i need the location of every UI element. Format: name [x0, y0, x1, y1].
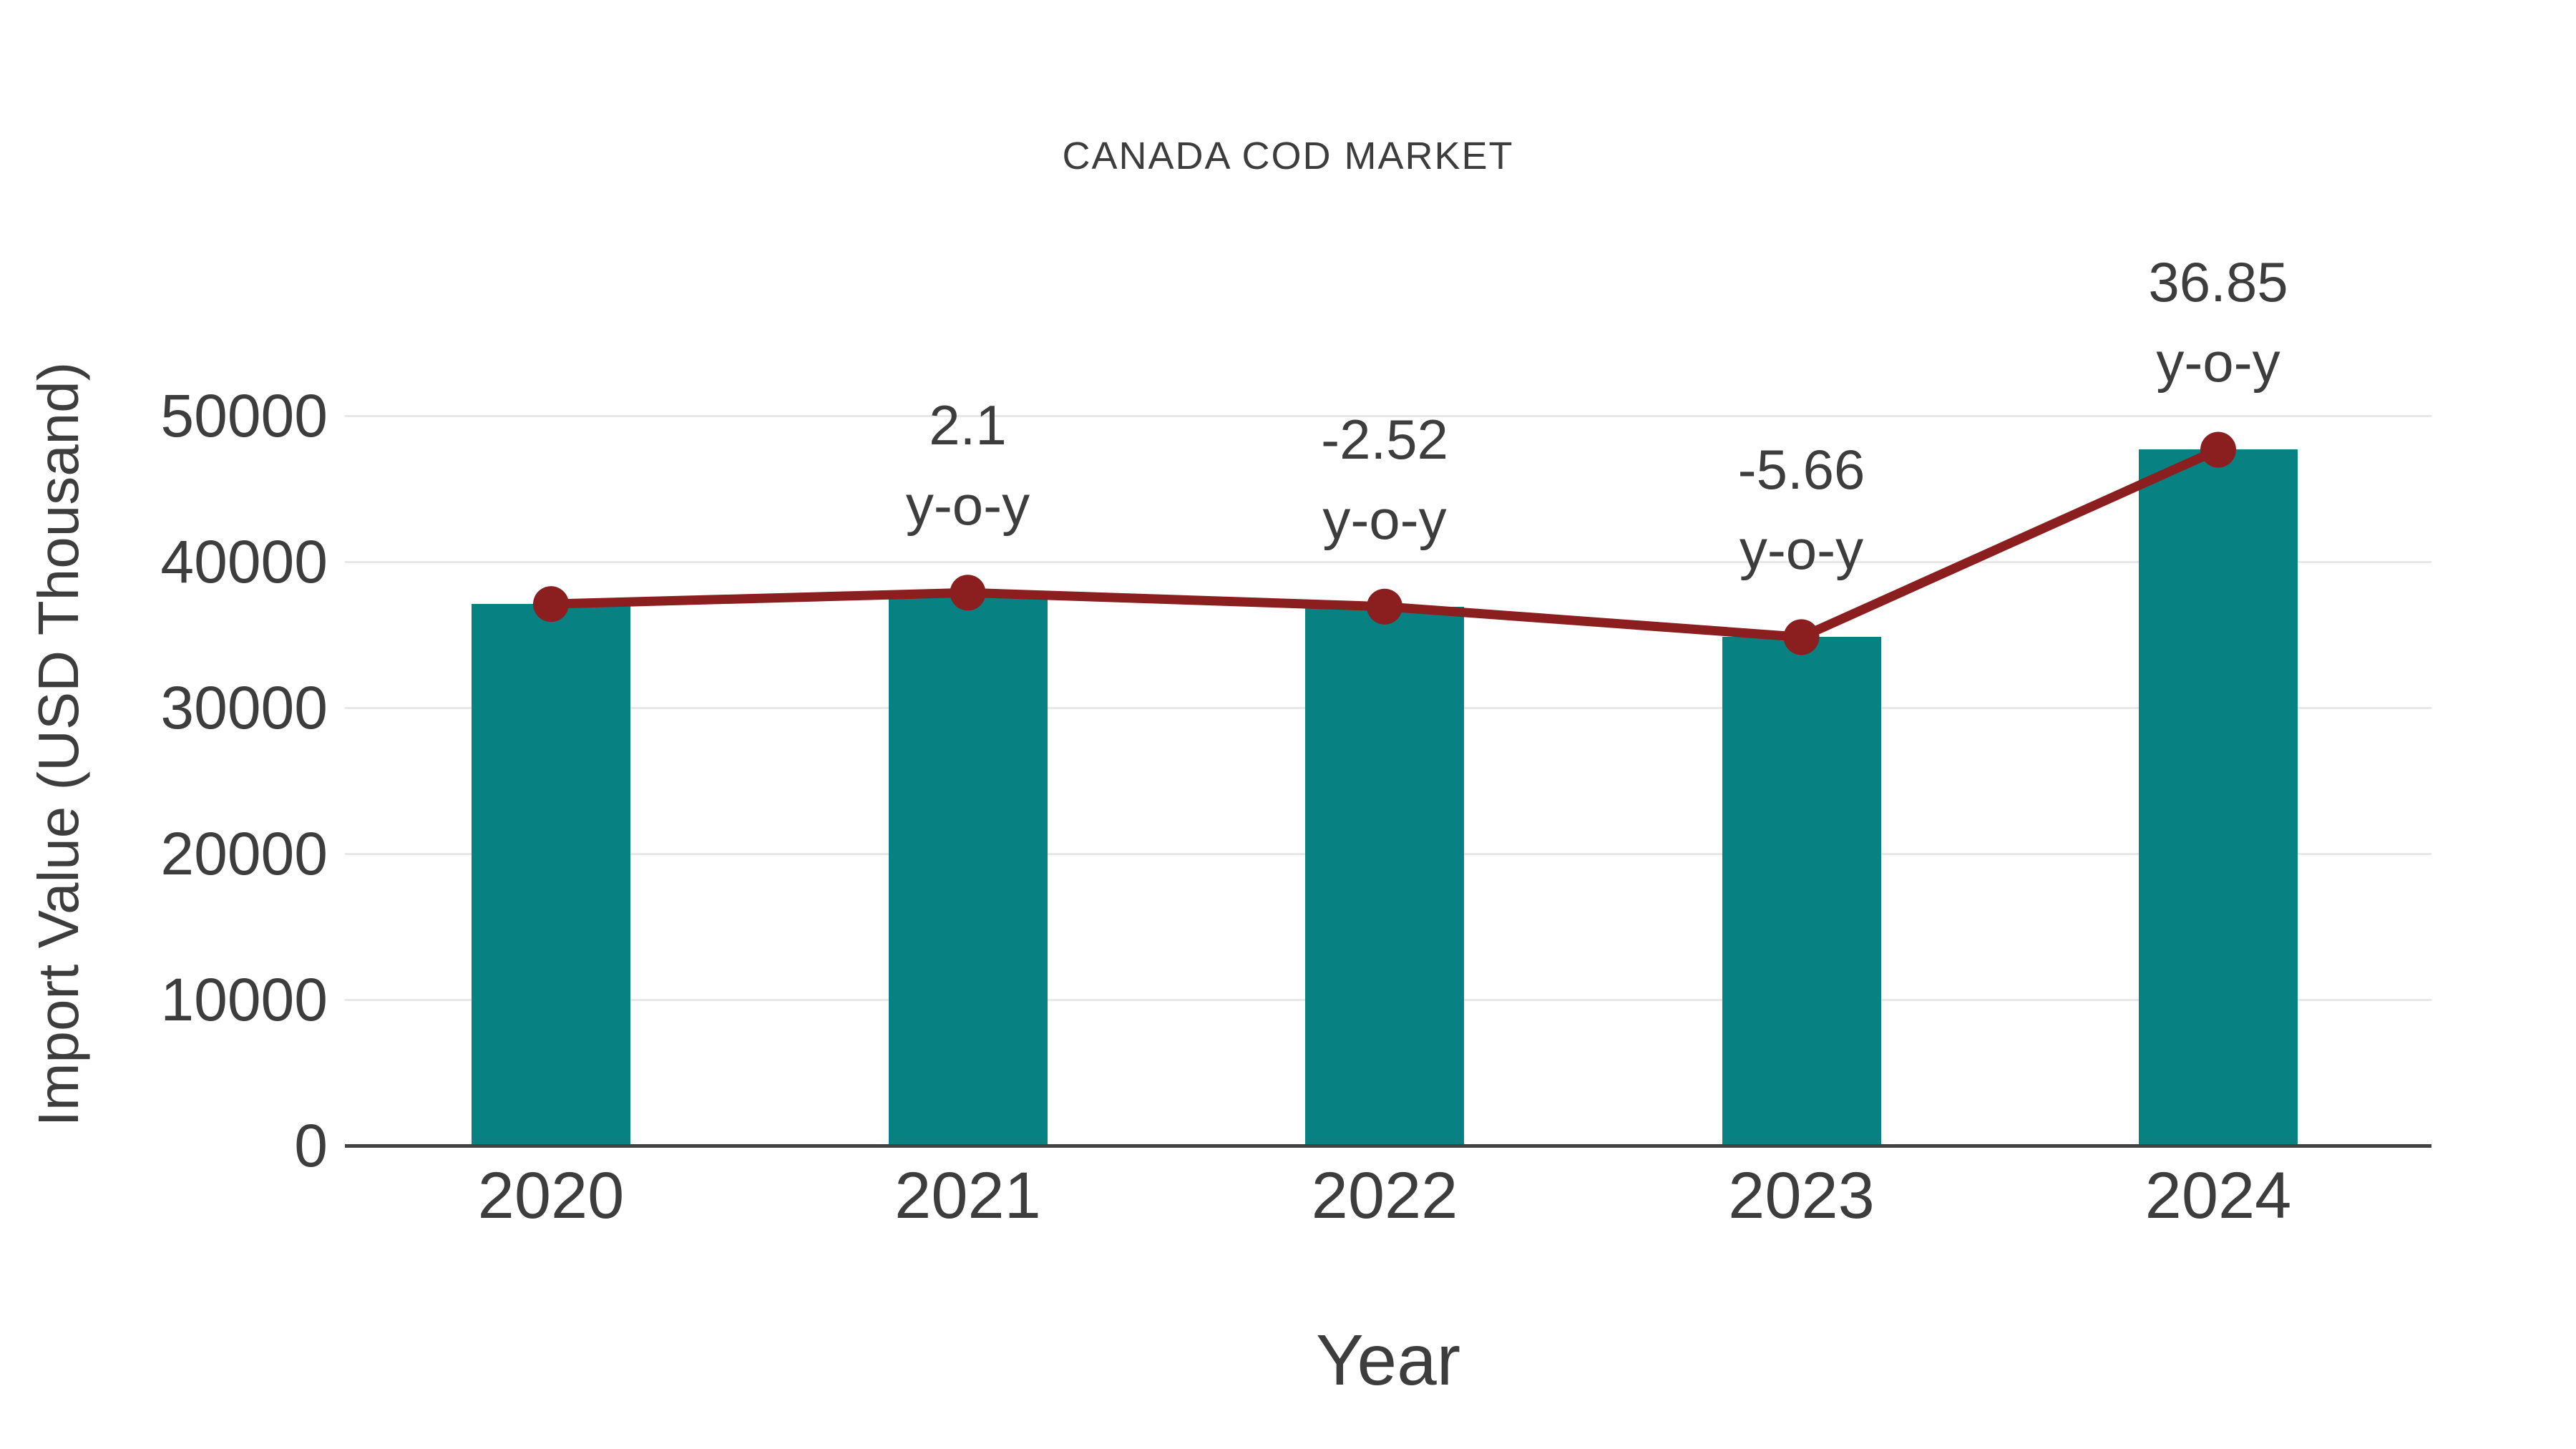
x-tick-label-2023: 2023	[1728, 1159, 1875, 1232]
y-tick-label-10000: 10000	[160, 966, 328, 1033]
bar-2020	[472, 604, 630, 1146]
bar-2023	[1722, 637, 1881, 1146]
x-axis-title: Year	[1315, 1320, 1461, 1400]
bar-2022	[1305, 606, 1464, 1146]
annotation-yoy-label: y-o-y	[905, 474, 1030, 537]
annotation-2022: -2.52 y-o-y	[1170, 399, 1599, 560]
y-tick-label-40000: 40000	[160, 528, 328, 595]
y-tick-label-0: 0	[294, 1112, 328, 1179]
bar-2021	[888, 592, 1048, 1146]
annotation-yoy-label: y-o-y	[1739, 518, 1864, 582]
annotation-2024: 36.85 y-o-y	[2004, 242, 2433, 402]
annotation-value: 36.85	[2148, 250, 2288, 314]
annotation-value: -5.66	[1737, 438, 1865, 502]
y-axis-title: Import Value (USD Thousand)	[26, 361, 90, 1127]
annotation-value: 2.1	[929, 394, 1007, 457]
bar-2024	[2139, 449, 2298, 1146]
y-tick-label-20000: 20000	[160, 820, 328, 887]
x-axis-line	[345, 1144, 2431, 1148]
annotation-value: -2.52	[1321, 407, 1448, 471]
annotation-yoy-label: y-o-y	[1322, 487, 1447, 551]
chart-title: CANADA COD MARKET	[1062, 135, 1514, 177]
y-tick-label-30000: 30000	[160, 674, 328, 741]
x-tick-label-2022: 2022	[1311, 1159, 1458, 1232]
gridline-y-50000	[345, 414, 2431, 417]
annotation-2021: 2.1 y-o-y	[753, 385, 1183, 545]
x-tick-label-2024: 2024	[2145, 1159, 2292, 1232]
annotation-2023: -5.66 y-o-y	[1587, 429, 2016, 590]
y-tick-label-50000: 50000	[160, 382, 328, 449]
x-tick-label-2020: 2020	[477, 1159, 625, 1232]
gridline-y-40000	[345, 560, 2431, 563]
x-tick-label-2021: 2021	[894, 1159, 1041, 1232]
annotation-yoy-label: y-o-y	[2156, 331, 2280, 394]
